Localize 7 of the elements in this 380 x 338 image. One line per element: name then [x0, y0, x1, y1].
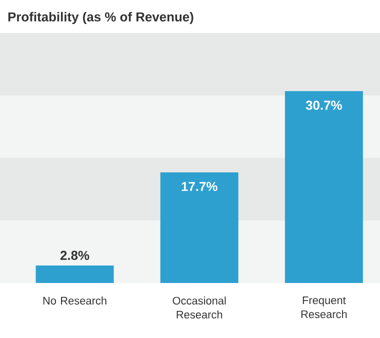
- data-label: 17.7%: [182, 182, 218, 191]
- data-label: 30.7%: [306, 100, 342, 110]
- data-label: 2.8%: [60, 250, 90, 260]
- x-tick-label: No Research: [43, 296, 106, 305]
- chart-title: Profitability (as % of Revenue): [8, 12, 194, 24]
- x-tick-label: Occasional Research: [172, 296, 226, 319]
- x-tick-label: Frequent Research: [301, 296, 347, 318]
